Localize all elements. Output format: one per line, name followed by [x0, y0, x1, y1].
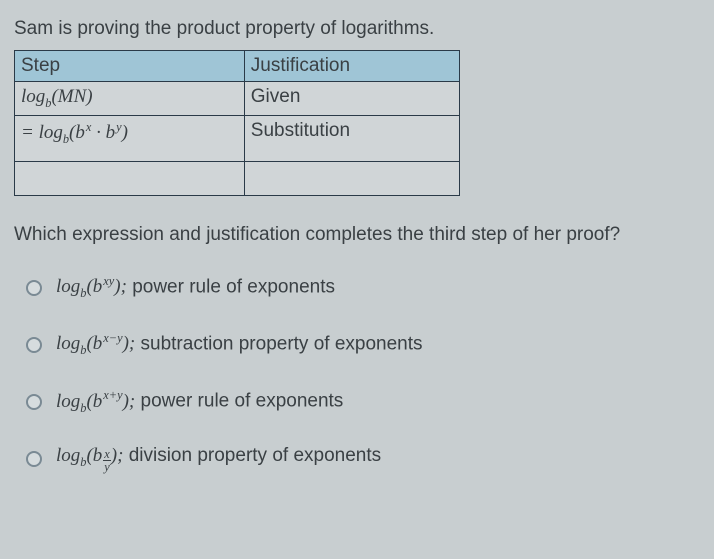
- prompt-text: Sam is proving the product property of l…: [14, 18, 700, 40]
- option-expr: logb(bx+y);: [56, 391, 135, 412]
- option-d[interactable]: logb(bxy); division property of exponent…: [26, 445, 700, 473]
- option-label: logb(bx−y); subtraction property of expo…: [56, 331, 423, 358]
- option-label: logb(bxy); division property of exponent…: [56, 445, 381, 473]
- radio-icon[interactable]: [26, 451, 42, 467]
- radio-icon[interactable]: [26, 280, 42, 296]
- radio-icon[interactable]: [26, 337, 42, 353]
- step-expr: logb(MN): [21, 86, 93, 107]
- option-label: logb(bx+y); power rule of exponents: [56, 388, 343, 415]
- option-b[interactable]: logb(bx−y); subtraction property of expo…: [26, 331, 700, 358]
- table-row: [15, 162, 460, 196]
- radio-icon[interactable]: [26, 394, 42, 410]
- table-row: = logb(bx · by) Substitution: [15, 116, 460, 162]
- option-text: power rule of exponents: [132, 276, 335, 297]
- just-cell: [244, 162, 459, 196]
- just-cell: Substitution: [244, 116, 459, 162]
- just-cell: Given: [244, 82, 459, 116]
- option-text: subtraction property of exponents: [141, 333, 423, 354]
- step-cell: logb(MN): [15, 82, 245, 116]
- option-text: power rule of exponents: [141, 391, 344, 412]
- option-expr: logb(bxy);: [56, 445, 123, 466]
- option-expr: logb(bxy);: [56, 276, 127, 297]
- table-row: logb(MN) Given: [15, 82, 460, 116]
- option-expr: logb(bx−y);: [56, 333, 135, 354]
- option-c[interactable]: logb(bx+y); power rule of exponents: [26, 388, 700, 415]
- step-cell: [15, 162, 245, 196]
- proof-table: Step Justification logb(MN) Given = logb…: [14, 50, 460, 196]
- step-cell: = logb(bx · by): [15, 116, 245, 162]
- option-text: division property of exponents: [129, 445, 381, 466]
- step-expr: = logb(bx · by): [21, 122, 128, 143]
- option-label: logb(bxy); power rule of exponents: [56, 274, 335, 301]
- option-a[interactable]: logb(bxy); power rule of exponents: [26, 274, 700, 301]
- options-group: logb(bxy); power rule of exponents logb(…: [14, 274, 700, 473]
- col-justification: Justification: [244, 51, 459, 82]
- question-text: Which expression and justification compl…: [14, 224, 700, 246]
- col-step: Step: [15, 51, 245, 82]
